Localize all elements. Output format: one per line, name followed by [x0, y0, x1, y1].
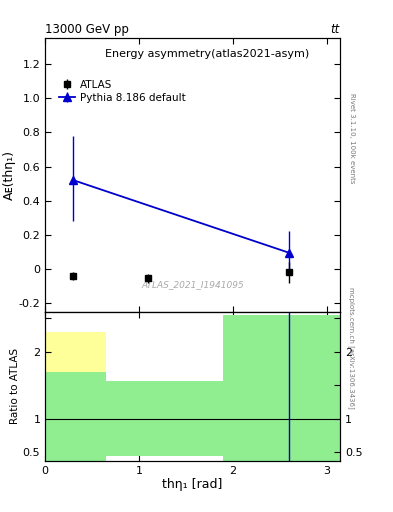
- Text: ATLAS_2021_I1941095: ATLAS_2021_I1941095: [141, 280, 244, 289]
- Text: tt: tt: [331, 23, 340, 36]
- Legend: ATLAS, Pythia 8.186 default: ATLAS, Pythia 8.186 default: [56, 76, 189, 106]
- Text: Rivet 3.1.10, 100k events: Rivet 3.1.10, 100k events: [349, 93, 355, 183]
- Text: Energy asymmetry(atlas2021-asym): Energy asymmetry(atlas2021-asym): [105, 49, 309, 59]
- Text: 13000 GeV pp: 13000 GeV pp: [45, 23, 129, 36]
- X-axis label: thη₁ [rad]: thη₁ [rad]: [162, 478, 223, 492]
- Y-axis label: Aᴇ(thη₁): Aᴇ(thη₁): [3, 150, 16, 200]
- Text: mcplots.cern.ch [arXiv:1306.3436]: mcplots.cern.ch [arXiv:1306.3436]: [348, 287, 355, 409]
- Y-axis label: Ratio to ATLAS: Ratio to ATLAS: [10, 348, 20, 424]
